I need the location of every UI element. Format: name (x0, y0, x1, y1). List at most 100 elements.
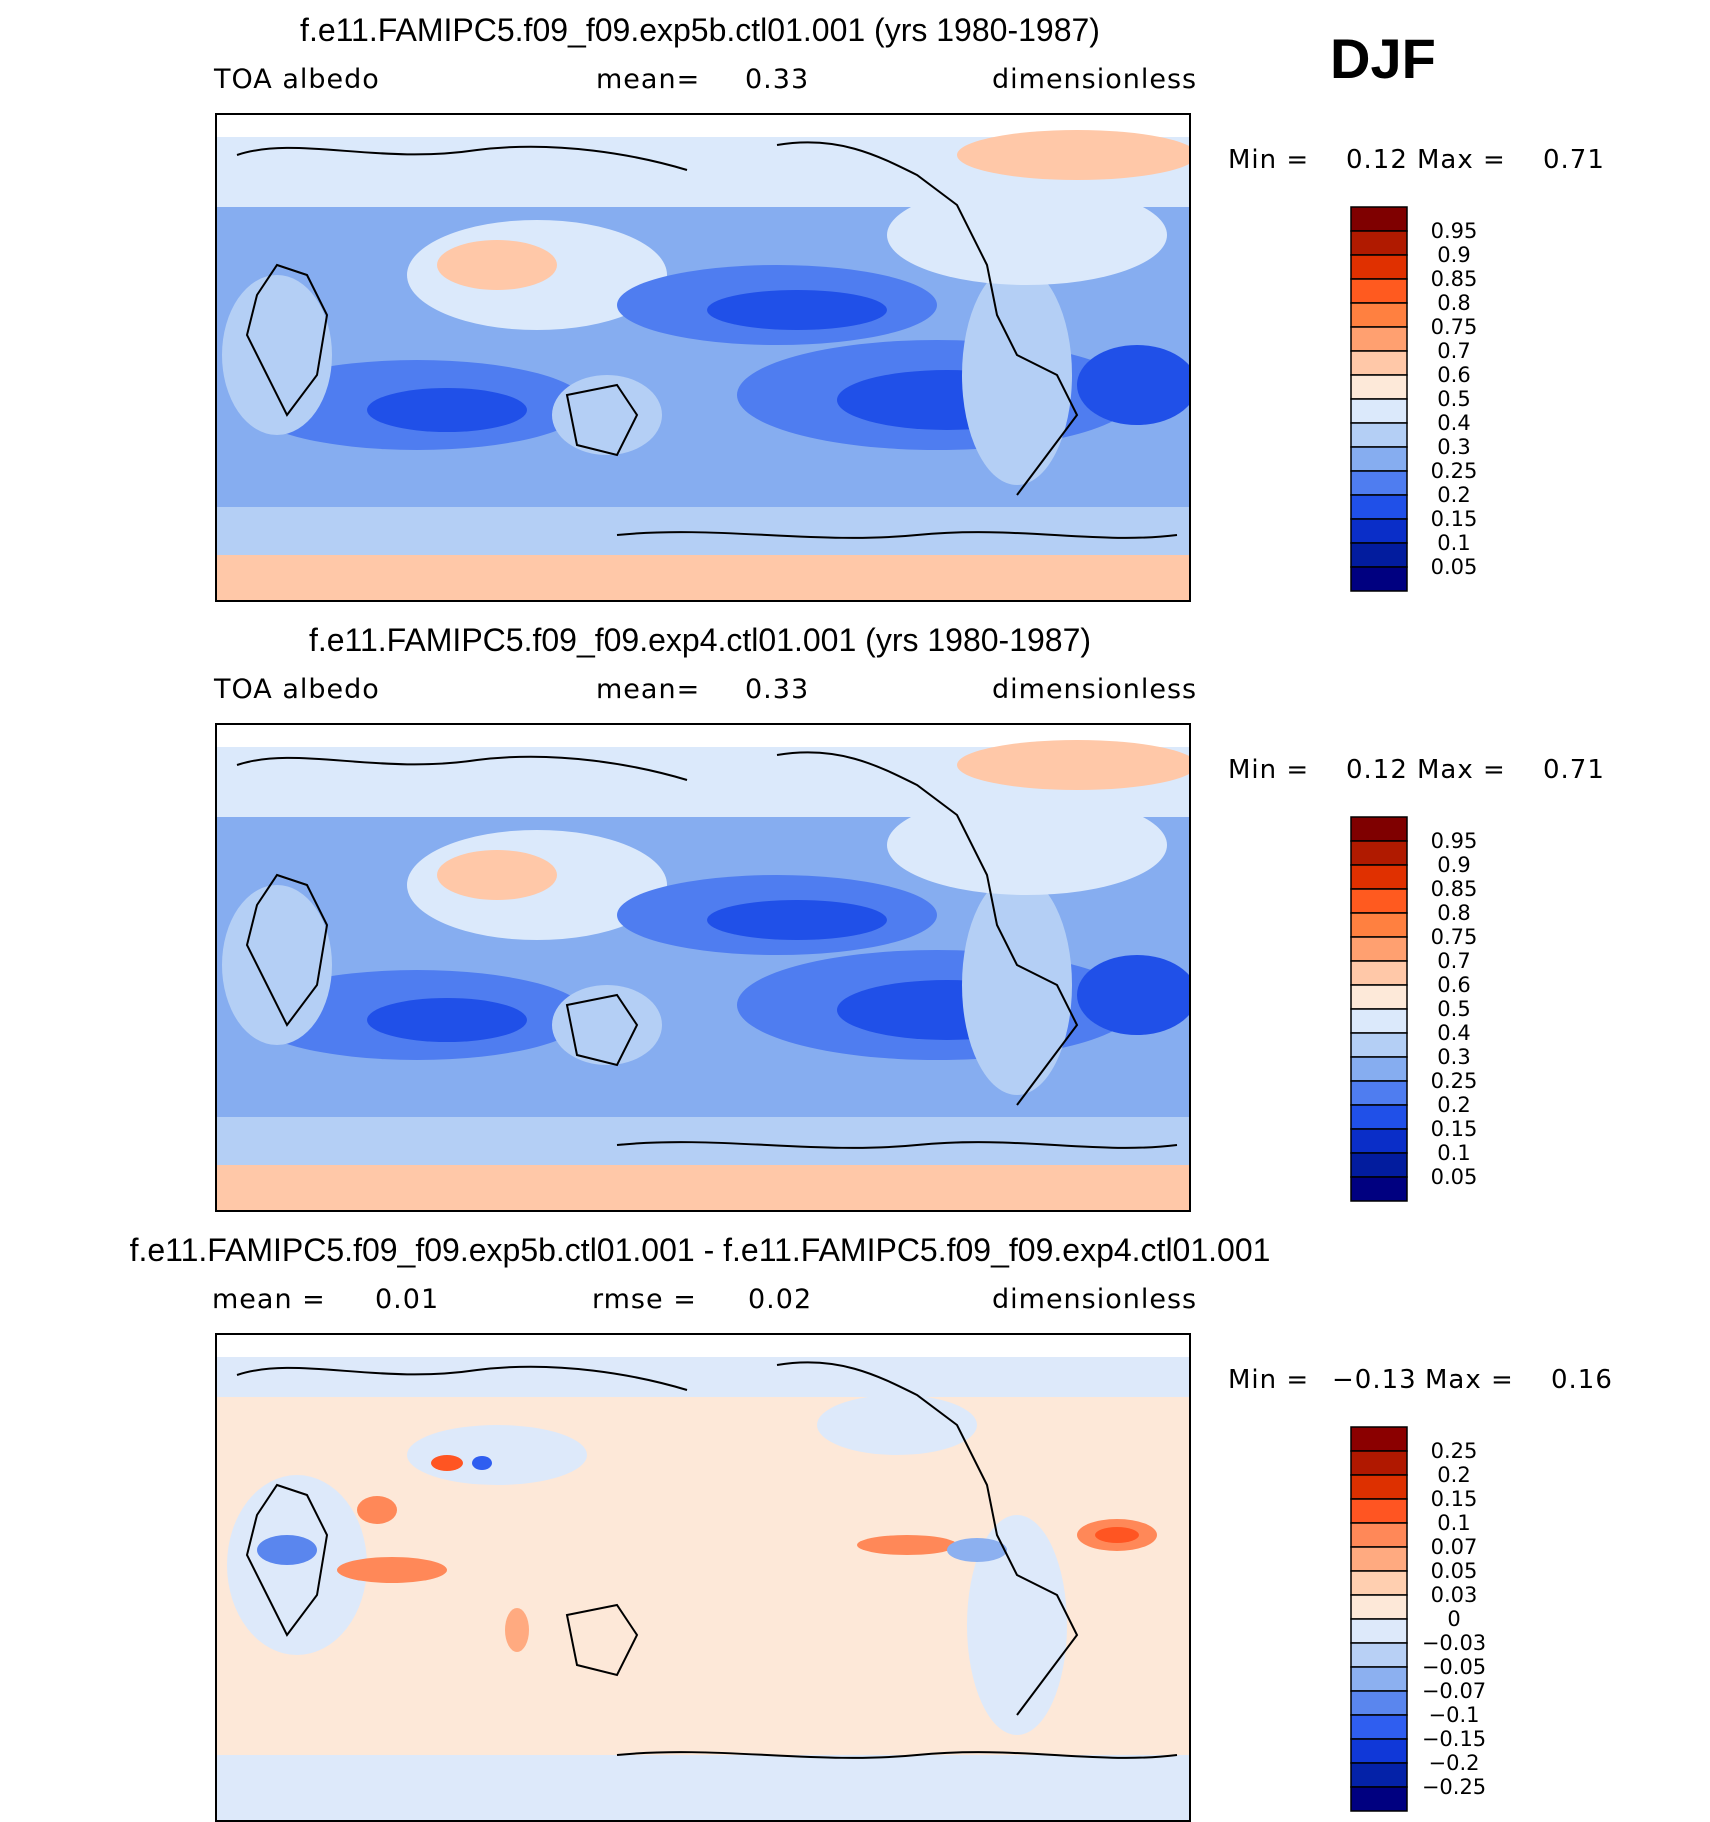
colorbar-tick-label: −0.05 (1422, 1655, 1486, 1679)
panel-3-map (215, 1333, 1191, 1822)
panel-2-max-value: 0.71 (1543, 755, 1605, 785)
colorbar-swatch (1350, 1546, 1408, 1572)
colorbar-tick-label: 0.05 (1431, 555, 1478, 579)
colorbar-tick-label: −0.1 (1429, 1703, 1480, 1727)
panel-1-max-label: Max = (1417, 145, 1506, 175)
colorbar-swatch (1350, 1522, 1408, 1548)
colorbar-tick-label: 0.05 (1431, 1165, 1478, 1189)
panel-1-colorbar: 0.95 0.9 0.85 0.8 0.75 0.7 0.6 0.5 0.4 0.3 0.25 0.2… (1350, 206, 1550, 599)
colorbar-tick-label: 0.1 (1437, 531, 1470, 555)
colorbar-swatch (1350, 566, 1408, 592)
colorbar-swatch (1350, 960, 1408, 986)
colorbar-tick-label: 0.6 (1437, 363, 1470, 387)
colorbar-tick-label: 0.5 (1437, 387, 1470, 411)
colorbar-swatch (1350, 1080, 1408, 1106)
panel-2-min-label: Min = (1228, 755, 1310, 785)
colorbar-swatch (1350, 816, 1408, 842)
panel-3-colorbar: 0.25 0.2 0.15 0.1 0.07 0.05 0.03 0 −0.03 −0.05 −0.… (1350, 1426, 1550, 1819)
colorbar-swatch (1350, 1690, 1408, 1716)
colorbar-swatch (1350, 1642, 1408, 1668)
colorbar-swatch (1350, 278, 1408, 304)
colorbar-tick-label: −0.15 (1422, 1727, 1486, 1751)
colorbar-tick-label: 0.05 (1431, 1559, 1478, 1583)
panel-1-max-value: 0.71 (1543, 145, 1605, 175)
colorbar-swatch (1350, 1104, 1408, 1130)
colorbar-swatch (1350, 936, 1408, 962)
colorbar-tick-label: 0.85 (1431, 267, 1478, 291)
colorbar-tick-label: 0.2 (1437, 1463, 1470, 1487)
colorbar-tick-label: 0.3 (1437, 1045, 1470, 1069)
colorbar-swatch (1350, 446, 1408, 472)
colorbar-tick-label: −0.07 (1422, 1679, 1486, 1703)
colorbar-swatch (1350, 230, 1408, 256)
colorbar-swatch (1350, 1426, 1408, 1452)
season-label: DJF (1330, 27, 1436, 90)
colorbar-swatch (1350, 254, 1408, 280)
colorbar-swatch (1350, 1714, 1408, 1740)
colorbar-svg: 0.250.20.150.10.070.050.030−0.03−0.05−0.… (1350, 1426, 1486, 1812)
panel-2-variable: TOA albedo (214, 674, 380, 705)
colorbar-swatch (1350, 1032, 1408, 1058)
panel-3-min-label: Min = (1228, 1365, 1310, 1395)
panel-2-title: f.e11.FAMIPC5.f09_f09.exp4.ctl01.001 (yr… (308, 622, 1092, 658)
colorbar-swatch (1350, 422, 1408, 448)
colorbar-tick-label: 0.03 (1431, 1583, 1478, 1607)
panel-1-min-value: 0.12 (1346, 145, 1408, 175)
panel-2-map-plot (217, 725, 1189, 1210)
colorbar-swatch (1350, 1570, 1408, 1596)
colorbar-tick-label: 0.6 (1437, 973, 1470, 997)
panel-1-title: f.e11.FAMIPC5.f09_f09.exp5b.ctl01.001 (y… (300, 12, 1100, 48)
colorbar-swatch (1350, 1618, 1408, 1644)
colorbar-tick-label: −0.25 (1422, 1775, 1486, 1799)
panel-3-max-label: Max = (1425, 1365, 1514, 1395)
panel-2-mean-label: mean= (596, 674, 701, 705)
panel-3-max-value: 0.16 (1551, 1365, 1613, 1395)
colorbar-tick-label: 0.75 (1431, 315, 1478, 339)
panel-1-min-label: Min = (1228, 145, 1310, 175)
colorbar-swatch (1350, 1008, 1408, 1034)
colorbar-swatch (1350, 1176, 1408, 1202)
colorbar-swatch (1350, 1152, 1408, 1178)
colorbar-tick-label: 0.85 (1431, 877, 1478, 901)
panel-1-variable: TOA albedo (214, 64, 380, 95)
panel-2-units: dimensionless (992, 674, 1198, 705)
colorbar-tick-label: 0.07 (1431, 1535, 1478, 1559)
colorbar-tick-label: 0.3 (1437, 435, 1470, 459)
colorbar-tick-label: 0.4 (1437, 1021, 1470, 1045)
colorbar-tick-label: 0 (1447, 1607, 1460, 1631)
panel-3-mean-label: mean = (212, 1284, 326, 1315)
panel-2-max-label: Max = (1417, 755, 1506, 785)
panel-3-rmse-label: rmse = (592, 1284, 697, 1315)
colorbar-swatch (1350, 542, 1408, 568)
colorbar-swatch (1350, 1666, 1408, 1692)
panel-3-title: f.e11.FAMIPC5.f09_f09.exp5b.ctl01.001 - … (129, 1232, 1271, 1268)
colorbar-swatch (1350, 470, 1408, 496)
colorbar-tick-label: 0.8 (1437, 901, 1470, 925)
colorbar-swatch (1350, 1450, 1408, 1476)
colorbar-swatch (1350, 1762, 1408, 1788)
colorbar-tick-label: 0.7 (1437, 339, 1470, 363)
panel-1-map-plot (217, 115, 1189, 600)
colorbar-swatch (1350, 374, 1408, 400)
panel-1-mean-value: 0.33 (745, 64, 810, 95)
panel-3-map-plot (217, 1335, 1189, 1820)
panel-3-units: dimensionless (992, 1284, 1198, 1315)
colorbar-tick-label: 0.7 (1437, 949, 1470, 973)
colorbar-tick-label: 0.95 (1431, 829, 1478, 853)
colorbar-swatch (1350, 518, 1408, 544)
colorbar-swatch (1350, 206, 1408, 232)
panel-1-units: dimensionless (992, 64, 1198, 95)
panel-3-mean-value: 0.01 (375, 1284, 440, 1315)
colorbar-tick-label: 0.1 (1437, 1141, 1470, 1165)
colorbar-svg: 0.950.90.850.80.750.70.60.50.40.30.250.2… (1350, 206, 1478, 592)
colorbar-swatch (1350, 1594, 1408, 1620)
colorbar-tick-label: 0.8 (1437, 291, 1470, 315)
colorbar-tick-label: 0.25 (1431, 1439, 1478, 1463)
colorbar-swatch (1350, 494, 1408, 520)
panel-3-min-value: −0.13 (1332, 1365, 1417, 1395)
colorbar-tick-label: −0.03 (1422, 1631, 1486, 1655)
colorbar-svg: 0.950.90.850.80.750.70.60.50.40.30.250.2… (1350, 816, 1478, 1202)
colorbar-swatch (1350, 1128, 1408, 1154)
colorbar-swatch (1350, 398, 1408, 424)
colorbar-tick-label: 0.15 (1431, 507, 1478, 531)
